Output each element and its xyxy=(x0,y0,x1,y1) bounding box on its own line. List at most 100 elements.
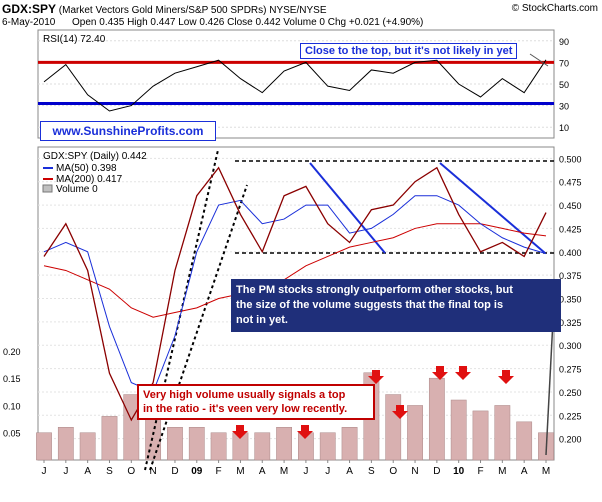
x-tick-label: A xyxy=(259,466,266,477)
downtrend-line-1 xyxy=(309,162,386,254)
volume-bar xyxy=(385,394,402,461)
red-arrow-icon xyxy=(368,370,384,384)
pm-note-line-2: the size of the volume suggests that the… xyxy=(236,299,504,311)
x-tick-label: N xyxy=(150,466,157,477)
price-tick-label: 0.500 xyxy=(559,154,582,164)
price-tick-label: 0.300 xyxy=(559,341,582,351)
x-tick-label: J xyxy=(325,466,330,477)
volume-tick-label: 0.05 xyxy=(3,429,21,439)
rsi-tick-label: 70 xyxy=(559,58,569,68)
red-arrow-icon xyxy=(232,425,248,439)
x-tick-label: S xyxy=(368,466,375,477)
volume-bar xyxy=(57,427,74,461)
rsi-label: RSI(14) 72.40 xyxy=(43,34,106,45)
pm-note: The PM stocks strongly outperform other … xyxy=(231,279,561,332)
rsi-tick-label: 10 xyxy=(559,123,569,133)
legend-price: GDX:SPY (Daily) 0.442 xyxy=(43,151,147,162)
volume-bar xyxy=(341,427,358,461)
legend: GDX:SPY (Daily) 0.442 MA(50) 0.398 MA(20… xyxy=(42,151,147,195)
chart-title-row: GDX:SPY (Market Vectors Gold Miners/S&P … xyxy=(2,2,326,16)
red-arrow-icon xyxy=(432,366,448,380)
price-tick-label: 0.250 xyxy=(559,388,582,398)
legend-volume-swatch xyxy=(42,184,53,193)
price-tick-label: 0.225 xyxy=(559,411,582,421)
volume-note-line-1: Very high volume usually signals a top xyxy=(143,389,346,401)
legend-ma50: MA(50) 0.398 xyxy=(56,163,117,174)
x-tick-label: J xyxy=(303,466,308,477)
x-tick-label: A xyxy=(521,466,528,477)
x-tick-labels: J J A S O N D 09 F M A M J J A S O N D 10 F M A M xyxy=(42,460,550,477)
x-tick-label: D xyxy=(433,466,440,477)
volume-tick-label: 0.10 xyxy=(3,401,21,411)
x-tick-label: A xyxy=(84,466,91,477)
pm-note-line-3: not in yet. xyxy=(236,314,288,326)
volume-bar xyxy=(407,405,423,461)
symbol: GDX:SPY xyxy=(2,2,57,16)
quote-date: 6-May-2010 xyxy=(2,17,56,28)
copyright: © StockCharts.com xyxy=(511,3,598,14)
price-tick-label: 0.375 xyxy=(559,271,582,281)
x-tick-label: M xyxy=(542,466,550,477)
red-arrow-icon xyxy=(392,405,408,419)
price-tick-label: 0.275 xyxy=(559,365,582,375)
rsi-note-pointer xyxy=(529,53,549,67)
volume-note: Very high volume usually signals a top i… xyxy=(137,384,375,420)
legend-ma200: MA(200) 0.417 xyxy=(56,174,123,185)
price-tick-label: 0.350 xyxy=(559,295,582,305)
price-tick-label: 0.200 xyxy=(559,435,582,445)
red-arrow-icon xyxy=(455,366,471,380)
volume-bar xyxy=(101,416,118,461)
volume-bar xyxy=(450,399,467,461)
red-arrow-icon xyxy=(498,370,514,384)
x-tick-label: O xyxy=(127,466,135,477)
volume-bar xyxy=(79,432,96,461)
rsi-note: Close to the top, but it's not likely in… xyxy=(300,43,518,59)
pm-note-pointer xyxy=(545,319,554,456)
x-tick-label: 10 xyxy=(453,466,465,477)
rsi-tick-label: 30 xyxy=(559,102,569,112)
quote-row: 6-May-2010 Open 0.435 High 0.447 Low 0.4… xyxy=(2,17,423,28)
volume-bar xyxy=(167,427,183,461)
price-tick-label: 0.400 xyxy=(559,248,582,258)
x-tick-label: N xyxy=(411,466,418,477)
quote-ohlc: Open 0.435 High 0.447 Low 0.426 Close 0.… xyxy=(72,17,424,28)
price-tick-label: 0.425 xyxy=(559,224,582,234)
volume-bars xyxy=(36,372,554,461)
ma50-line xyxy=(43,195,547,393)
rsi-tick-label: 50 xyxy=(559,80,569,90)
rsi-tick-labels: 90 70 50 30 10 xyxy=(559,37,569,133)
x-tick-label: F xyxy=(216,466,222,477)
volume-arrows xyxy=(232,366,514,439)
x-tick-label: A xyxy=(346,466,353,477)
pm-note-line-1: The PM stocks strongly outperform other … xyxy=(236,284,513,296)
x-tick-label: F xyxy=(477,466,483,477)
symbol-description: (Market Vectors Gold Miners/S&P 500 SPDR… xyxy=(58,5,327,16)
volume-bar xyxy=(210,432,227,461)
price-tick-label: 0.325 xyxy=(559,318,582,328)
volume-tick-label: 0.20 xyxy=(3,347,21,357)
x-tick-label: M xyxy=(498,466,506,477)
volume-tick-labels: 0.20 0.15 0.10 0.05 xyxy=(3,347,21,439)
x-tick-label: O xyxy=(389,466,397,477)
volume-tick-label: 0.15 xyxy=(3,374,21,384)
legend-volume: Volume 0 xyxy=(56,184,98,195)
x-tick-label: S xyxy=(106,466,113,477)
rsi-line xyxy=(43,59,547,112)
volume-note-line-2: in the ratio - it's veen very low recent… xyxy=(143,403,348,415)
price-tick-labels: 0.500 0.475 0.450 0.425 0.400 0.375 0.350 0.325… xyxy=(559,154,582,444)
website-link[interactable]: www.SunshineProfits.com xyxy=(40,121,216,141)
volume-bar xyxy=(516,421,533,461)
volume-bar xyxy=(276,427,292,461)
price-line xyxy=(43,166,547,422)
volume-bar xyxy=(319,432,336,461)
ma200-line xyxy=(43,223,547,318)
x-tick-label: J xyxy=(42,466,47,477)
price-tick-label: 0.450 xyxy=(559,201,582,211)
rsi-tick-label: 90 xyxy=(559,37,569,47)
volume-bar xyxy=(254,432,271,461)
volume-bar xyxy=(428,377,445,461)
red-arrow-icon xyxy=(297,425,313,439)
channel-lower-line xyxy=(149,184,248,471)
x-tick-label: J xyxy=(63,466,68,477)
